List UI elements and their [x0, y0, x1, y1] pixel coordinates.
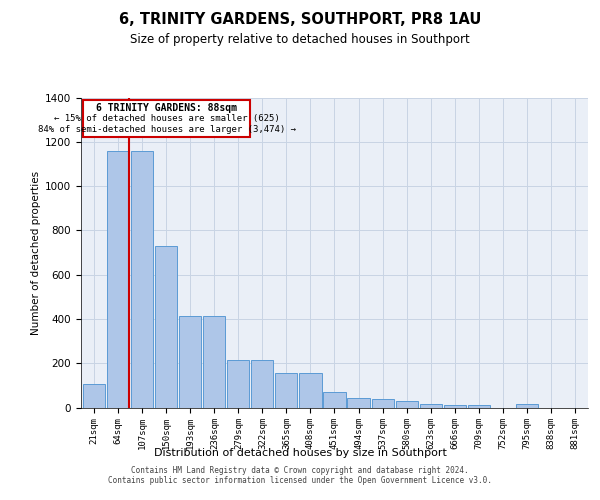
- Bar: [443, 405, 466, 407]
- Text: 6, TRINITY GARDENS, SOUTHPORT, PR8 1AU: 6, TRINITY GARDENS, SOUTHPORT, PR8 1AU: [119, 12, 481, 28]
- Bar: [395, 401, 418, 407]
- Bar: [467, 405, 490, 407]
- Bar: [275, 373, 298, 408]
- Text: 84% of semi-detached houses are larger (3,474) →: 84% of semi-detached houses are larger (…: [38, 124, 296, 134]
- Bar: [251, 360, 274, 408]
- Bar: [107, 150, 129, 408]
- Text: Size of property relative to detached houses in Southport: Size of property relative to detached ho…: [130, 32, 470, 46]
- Text: Distribution of detached houses by size in Southport: Distribution of detached houses by size …: [154, 448, 446, 458]
- Bar: [371, 398, 394, 407]
- Y-axis label: Number of detached properties: Number of detached properties: [31, 170, 41, 334]
- Bar: [203, 316, 226, 408]
- Bar: [131, 150, 154, 408]
- Bar: [179, 316, 202, 408]
- Bar: [83, 384, 105, 407]
- Text: Contains HM Land Registry data © Crown copyright and database right 2024.
Contai: Contains HM Land Registry data © Crown c…: [108, 466, 492, 485]
- Bar: [419, 404, 442, 407]
- FancyBboxPatch shape: [83, 100, 250, 138]
- Bar: [347, 398, 370, 407]
- Bar: [323, 392, 346, 407]
- Bar: [227, 360, 250, 408]
- Text: ← 15% of detached houses are smaller (625): ← 15% of detached houses are smaller (62…: [53, 114, 280, 123]
- Bar: [155, 246, 178, 408]
- Bar: [299, 373, 322, 408]
- Text: 6 TRINITY GARDENS: 88sqm: 6 TRINITY GARDENS: 88sqm: [96, 103, 237, 113]
- Bar: [515, 404, 538, 407]
